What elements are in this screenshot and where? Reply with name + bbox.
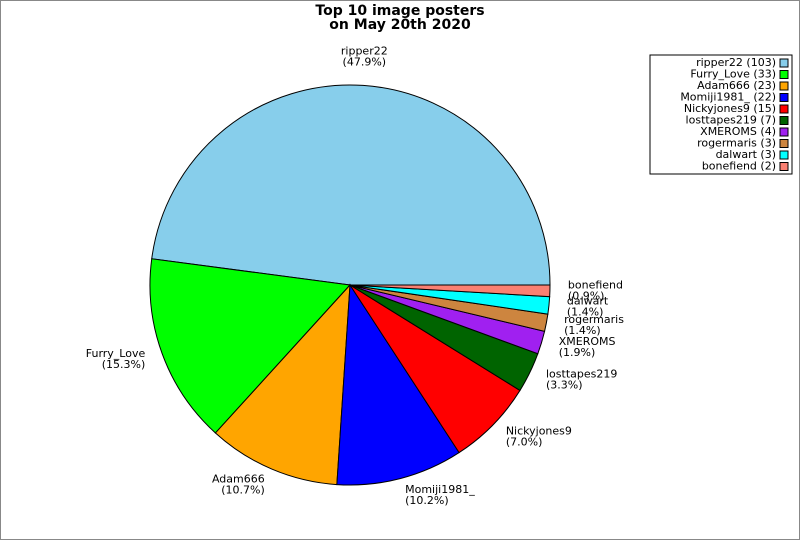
slice-percent: (47.9%)	[343, 55, 387, 68]
legend-swatch	[779, 127, 789, 137]
slice-label: losttapes219	[546, 367, 617, 380]
legend-label: ripper22 (103)	[696, 56, 776, 69]
legend-box	[649, 54, 793, 175]
slice-percent: (3.3%)	[546, 378, 583, 391]
chart-title: Top 10 image posters	[315, 3, 484, 19]
pie-slice	[151, 84, 551, 286]
slice-percent: (1.4%)	[564, 324, 601, 337]
pie-slice	[149, 258, 352, 434]
slice-label: Furry_Love	[86, 347, 146, 360]
slice-label: Nickyjones9	[506, 424, 572, 437]
legend-swatch	[779, 70, 789, 79]
slice-label: Adam666	[212, 473, 265, 486]
slice-label: dalwart	[567, 294, 609, 307]
legend-label: Furry_Love (33)	[690, 68, 776, 81]
pie-slice	[214, 283, 351, 486]
slice-percent: (0.9%)	[568, 289, 605, 302]
chart-title: on May 20th 2020	[329, 17, 471, 33]
legend-label: Momiji1981_ (22)	[680, 91, 776, 104]
legend-label: rogermaris (3)	[697, 137, 776, 150]
legend-swatch	[779, 162, 789, 171]
slice-label: rogermaris	[564, 313, 624, 326]
legend-swatch	[779, 104, 789, 114]
slice-percent: (15.3%)	[102, 358, 146, 371]
legend-swatch	[779, 81, 789, 91]
slice-label: ripper22	[341, 44, 388, 57]
legend-swatch	[779, 93, 789, 102]
legend-swatch	[779, 116, 789, 125]
legend-swatch	[779, 139, 789, 148]
slice-percent: (7.0%)	[506, 435, 543, 448]
legend-label: dalwart (3)	[716, 148, 776, 161]
pie-slice	[349, 284, 551, 298]
slice-label: bonefiend	[568, 278, 623, 291]
slice-label: XMEROMS	[559, 335, 616, 348]
legend-swatch	[779, 58, 789, 68]
legend-label: losttapes219 (7)	[686, 114, 776, 127]
legend-label: Adam666 (23)	[697, 79, 776, 92]
legend-swatch	[779, 150, 789, 160]
slice-percent: (10.7%)	[221, 484, 265, 497]
slice-label: Momiji1981_	[405, 483, 475, 496]
slice-percent: (1.4%)	[567, 305, 604, 318]
legend-label: Nickyjones9 (15)	[684, 102, 776, 115]
legend-label: bonefiend (2)	[702, 160, 776, 173]
slice-percent: (1.9%)	[559, 346, 596, 359]
pie-slice	[336, 283, 460, 486]
legend-label: XMEROMS (4)	[700, 125, 776, 138]
slice-percent: (10.2%)	[405, 494, 449, 507]
